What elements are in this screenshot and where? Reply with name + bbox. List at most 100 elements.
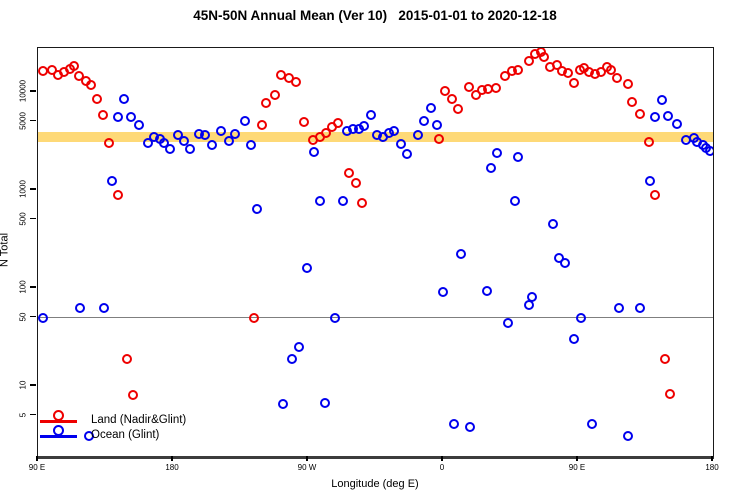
data-point-land xyxy=(433,134,444,145)
data-point-ocean xyxy=(246,139,256,150)
data-point-ocean xyxy=(396,138,406,149)
data-point-land xyxy=(69,61,79,72)
data-point-land xyxy=(121,353,132,364)
data-point-ocean xyxy=(126,112,136,123)
data-point-land xyxy=(643,136,654,147)
data-point-ocean xyxy=(492,147,502,158)
data-point-ocean xyxy=(547,218,558,229)
data-point-ocean xyxy=(301,263,312,273)
data-point-ocean xyxy=(502,317,513,328)
data-point-ocean xyxy=(576,312,586,323)
x-tick-label: 90 W xyxy=(297,463,317,472)
data-point-land xyxy=(612,72,622,83)
legend-circle-land-icon xyxy=(53,410,64,421)
data-point-ocean xyxy=(438,287,448,298)
data-point-land xyxy=(627,97,637,108)
data-point-land xyxy=(453,104,463,115)
data-point-land xyxy=(439,86,450,97)
data-point-land xyxy=(606,64,616,75)
data-point-land xyxy=(85,79,96,90)
data-point-land xyxy=(127,389,138,400)
y-tick xyxy=(30,217,36,220)
data-point-land xyxy=(261,98,271,109)
data-point-ocean xyxy=(634,302,645,313)
data-point-land xyxy=(298,117,309,128)
data-point-ocean xyxy=(613,302,624,313)
y-tick-label: 1000 xyxy=(18,180,28,198)
data-point-ocean xyxy=(366,110,376,121)
reference-line-50 xyxy=(38,316,713,319)
data-point-land xyxy=(447,93,457,104)
data-point-ocean xyxy=(178,136,189,147)
data-point-ocean xyxy=(172,130,183,141)
x-tick-label: 180 xyxy=(165,463,179,472)
data-point-ocean xyxy=(229,128,240,139)
y-tick xyxy=(30,188,36,190)
data-point-land xyxy=(595,66,606,77)
data-point-land xyxy=(499,70,510,81)
x-tick-label: 90 E xyxy=(28,463,46,472)
data-point-ocean xyxy=(240,115,250,126)
y-tick-label: 10000 xyxy=(18,79,28,103)
y-axis-title: N Total xyxy=(0,232,11,267)
data-point-land xyxy=(634,108,645,119)
data-point-ocean xyxy=(142,137,153,148)
data-point-ocean xyxy=(526,291,537,302)
data-point-ocean xyxy=(672,119,682,130)
data-point-land xyxy=(660,353,670,364)
data-point-land xyxy=(321,127,331,138)
x-tick xyxy=(441,456,443,461)
data-point-ocean xyxy=(207,139,217,150)
data-point-ocean xyxy=(277,399,288,410)
data-point-ocean xyxy=(388,126,399,136)
data-point-ocean xyxy=(38,312,48,323)
data-point-land xyxy=(343,168,354,179)
data-point-land xyxy=(622,78,633,89)
x-tick xyxy=(171,456,173,461)
data-point-ocean xyxy=(159,137,169,148)
data-point-ocean xyxy=(252,204,262,214)
data-point-land xyxy=(568,77,579,88)
data-point-ocean xyxy=(568,334,579,345)
legend-line-ocean-icon xyxy=(40,435,77,438)
x-tick-label: 90 E xyxy=(568,463,586,472)
y-tick-label: 100 xyxy=(18,280,28,294)
plot-area: Land (Nadir&Glint) Ocean (Glint) xyxy=(37,47,714,459)
data-point-ocean xyxy=(99,302,109,313)
data-point-ocean xyxy=(286,353,297,364)
data-point-ocean xyxy=(106,175,117,186)
data-point-ocean xyxy=(510,196,520,207)
chart-title: 45N-50N Annual Mean (Ver 10) 2015-01-01 … xyxy=(193,8,557,23)
data-point-land xyxy=(256,120,267,131)
data-point-ocean xyxy=(705,146,713,156)
data-point-land xyxy=(103,138,114,149)
data-point-ocean xyxy=(337,196,348,207)
data-point-land xyxy=(291,77,301,88)
data-point-ocean xyxy=(330,312,340,323)
data-point-ocean xyxy=(199,130,210,141)
data-point-ocean xyxy=(75,303,85,314)
y-tick-label: 50 xyxy=(18,312,28,321)
legend-item-land: Land (Nadir&Glint) xyxy=(40,410,240,429)
y-tick xyxy=(30,384,36,386)
data-point-land xyxy=(562,68,573,79)
legend-line-land-icon xyxy=(40,420,77,423)
data-point-ocean xyxy=(118,93,129,104)
x-tick xyxy=(576,456,578,461)
data-point-land xyxy=(112,189,123,200)
y-tick-label: 5000 xyxy=(18,111,28,130)
y-tick xyxy=(30,90,36,92)
data-point-land xyxy=(333,117,343,128)
data-point-ocean xyxy=(294,342,304,353)
data-point-land xyxy=(270,90,280,101)
data-point-ocean xyxy=(649,112,660,123)
x-tick-label: 180 xyxy=(705,463,719,472)
data-point-ocean xyxy=(622,430,633,441)
y-tick xyxy=(30,413,36,416)
data-point-ocean xyxy=(184,144,195,154)
data-point-land xyxy=(357,197,367,208)
data-point-ocean xyxy=(448,418,459,429)
data-point-ocean xyxy=(486,162,496,173)
data-point-land xyxy=(538,52,549,63)
data-point-ocean xyxy=(663,110,673,121)
